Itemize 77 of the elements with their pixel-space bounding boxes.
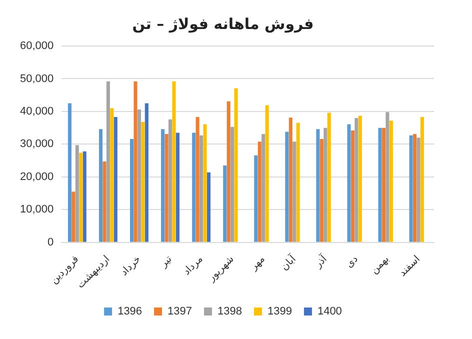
x-tick-label: مهر — [248, 254, 268, 274]
bar — [324, 128, 328, 242]
bar — [226, 101, 230, 242]
x-tick-label: آذر — [310, 252, 330, 271]
bar — [75, 145, 79, 242]
legend-label: 1398 — [218, 306, 242, 318]
bar — [265, 105, 269, 242]
bar — [416, 138, 420, 242]
legend-label: 1399 — [267, 306, 292, 318]
bar — [134, 81, 138, 242]
bar — [378, 128, 382, 242]
y-tick-label: 50,000 — [20, 72, 54, 85]
y-tick-label: 20,000 — [20, 170, 54, 183]
bar — [196, 117, 200, 242]
bar — [72, 192, 76, 242]
x-tick-label: خرداد — [118, 254, 144, 278]
bar — [192, 132, 196, 242]
x-tick-label: دی — [344, 254, 360, 270]
bar — [144, 103, 148, 242]
x-tick-label: تیر — [158, 254, 174, 270]
y-tick-label: 30,000 — [20, 138, 54, 150]
bar — [168, 119, 172, 242]
x-tick-label: مرداد — [182, 254, 206, 278]
bar — [98, 129, 103, 242]
bar — [288, 118, 292, 242]
bar — [110, 108, 114, 242]
bar — [354, 118, 358, 242]
chart-title: فروش ماهانه فولاژ – تن — [132, 14, 314, 33]
y-tick-label: 40,000 — [20, 105, 54, 118]
x-tick-label: بهمن — [368, 254, 392, 276]
y-tick-label: 10,000 — [20, 204, 54, 216]
bar — [412, 134, 417, 242]
legend-label: 1397 — [168, 306, 192, 318]
bar — [234, 88, 238, 242]
bar — [258, 142, 262, 242]
bar — [420, 117, 424, 242]
legend-label: 1396 — [118, 306, 142, 318]
bar — [164, 134, 168, 242]
bar — [262, 134, 266, 242]
bar — [79, 152, 83, 242]
legend-label: 1400 — [317, 306, 342, 318]
bar — [203, 124, 207, 242]
bar — [296, 122, 300, 242]
x-tick-label: شهریور — [206, 254, 236, 284]
bar — [82, 151, 86, 242]
bar — [316, 129, 320, 242]
bar — [285, 132, 289, 242]
bar — [68, 103, 72, 242]
bar — [386, 112, 390, 242]
bar — [102, 162, 106, 242]
bar — [292, 142, 296, 242]
bar — [327, 112, 331, 242]
bar — [114, 117, 118, 242]
bar — [106, 81, 110, 242]
bar — [358, 116, 362, 242]
y-tick-label: 60,000 — [20, 40, 54, 52]
bar — [230, 126, 234, 242]
bar — [206, 172, 210, 242]
bar — [254, 155, 258, 242]
bar — [347, 124, 351, 242]
bar — [172, 81, 176, 242]
bar — [389, 120, 393, 242]
bar — [350, 130, 354, 242]
bar — [200, 135, 204, 242]
bar — [223, 165, 227, 242]
bar — [409, 135, 413, 242]
x-tick-label: فروردین — [48, 254, 82, 286]
bar — [320, 138, 324, 242]
bar — [161, 129, 165, 242]
bar — [382, 128, 386, 242]
bar — [130, 138, 134, 242]
bar — [176, 132, 180, 242]
bar — [141, 122, 145, 242]
x-tick-label: آبان — [278, 252, 300, 273]
bar — [137, 109, 141, 242]
y-tick-label: 0 — [48, 236, 54, 248]
x-tick-label: اسفند — [397, 254, 422, 279]
